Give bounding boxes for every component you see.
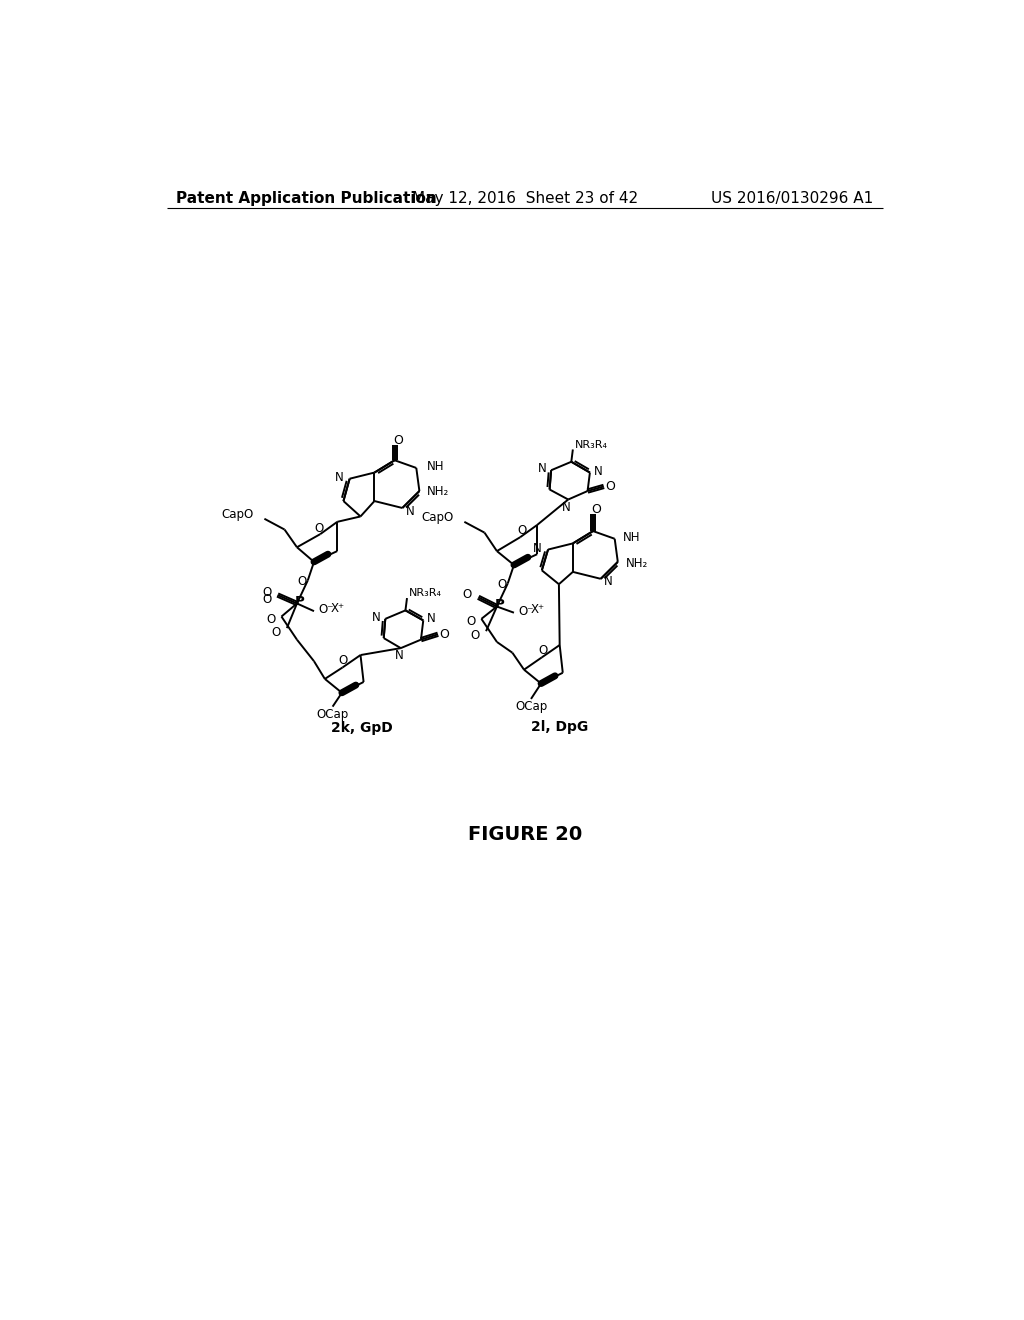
Text: O: O: [262, 586, 271, 599]
Text: O: O: [497, 578, 506, 591]
Text: O⁻: O⁻: [518, 605, 535, 618]
Text: X⁺: X⁺: [531, 603, 545, 616]
Text: N: N: [604, 576, 612, 589]
Text: N: N: [538, 462, 547, 475]
Text: O: O: [338, 653, 347, 667]
Text: P: P: [295, 595, 305, 609]
Text: NH₂: NH₂: [427, 484, 450, 498]
Text: O: O: [266, 612, 275, 626]
Text: US 2016/0130296 A1: US 2016/0130296 A1: [712, 191, 873, 206]
Text: Patent Application Publication: Patent Application Publication: [176, 191, 437, 206]
Text: NH₂: NH₂: [626, 557, 648, 570]
Text: O: O: [471, 630, 480, 643]
Text: OCap: OCap: [515, 700, 547, 713]
Text: P: P: [496, 598, 505, 611]
Text: N: N: [534, 543, 542, 556]
Text: NR₃R₄: NR₃R₄: [409, 589, 441, 598]
Text: O: O: [393, 434, 402, 446]
Text: N: N: [406, 504, 414, 517]
Text: O: O: [539, 644, 548, 657]
Text: 2l, DpG: 2l, DpG: [531, 719, 589, 734]
Text: O: O: [439, 628, 450, 640]
Text: NH: NH: [427, 459, 444, 473]
Text: N: N: [372, 611, 381, 624]
Text: N: N: [335, 471, 343, 484]
Text: X⁺: X⁺: [331, 602, 345, 615]
Text: OCap: OCap: [316, 708, 349, 721]
Text: O⁻: O⁻: [318, 603, 334, 616]
Text: O: O: [466, 615, 475, 628]
Text: May 12, 2016  Sheet 23 of 42: May 12, 2016 Sheet 23 of 42: [412, 191, 638, 206]
Text: NR₃R₄: NR₃R₄: [574, 440, 607, 450]
Text: O: O: [517, 524, 526, 537]
Text: CapO: CapO: [421, 511, 454, 524]
Text: NH: NH: [623, 531, 640, 544]
Text: N: N: [427, 612, 436, 626]
Text: O: O: [271, 626, 281, 639]
Text: N: N: [594, 465, 602, 478]
Text: O: O: [591, 503, 601, 516]
Text: O: O: [605, 480, 615, 492]
Text: O: O: [463, 589, 472, 602]
Text: N: N: [562, 500, 571, 513]
Text: O: O: [297, 576, 306, 589]
Text: O: O: [262, 593, 271, 606]
Text: N: N: [395, 649, 403, 663]
Text: 2k, GpD: 2k, GpD: [331, 721, 393, 735]
Text: O: O: [314, 521, 324, 535]
Text: FIGURE 20: FIGURE 20: [468, 825, 582, 843]
Text: CapO: CapO: [221, 508, 254, 521]
